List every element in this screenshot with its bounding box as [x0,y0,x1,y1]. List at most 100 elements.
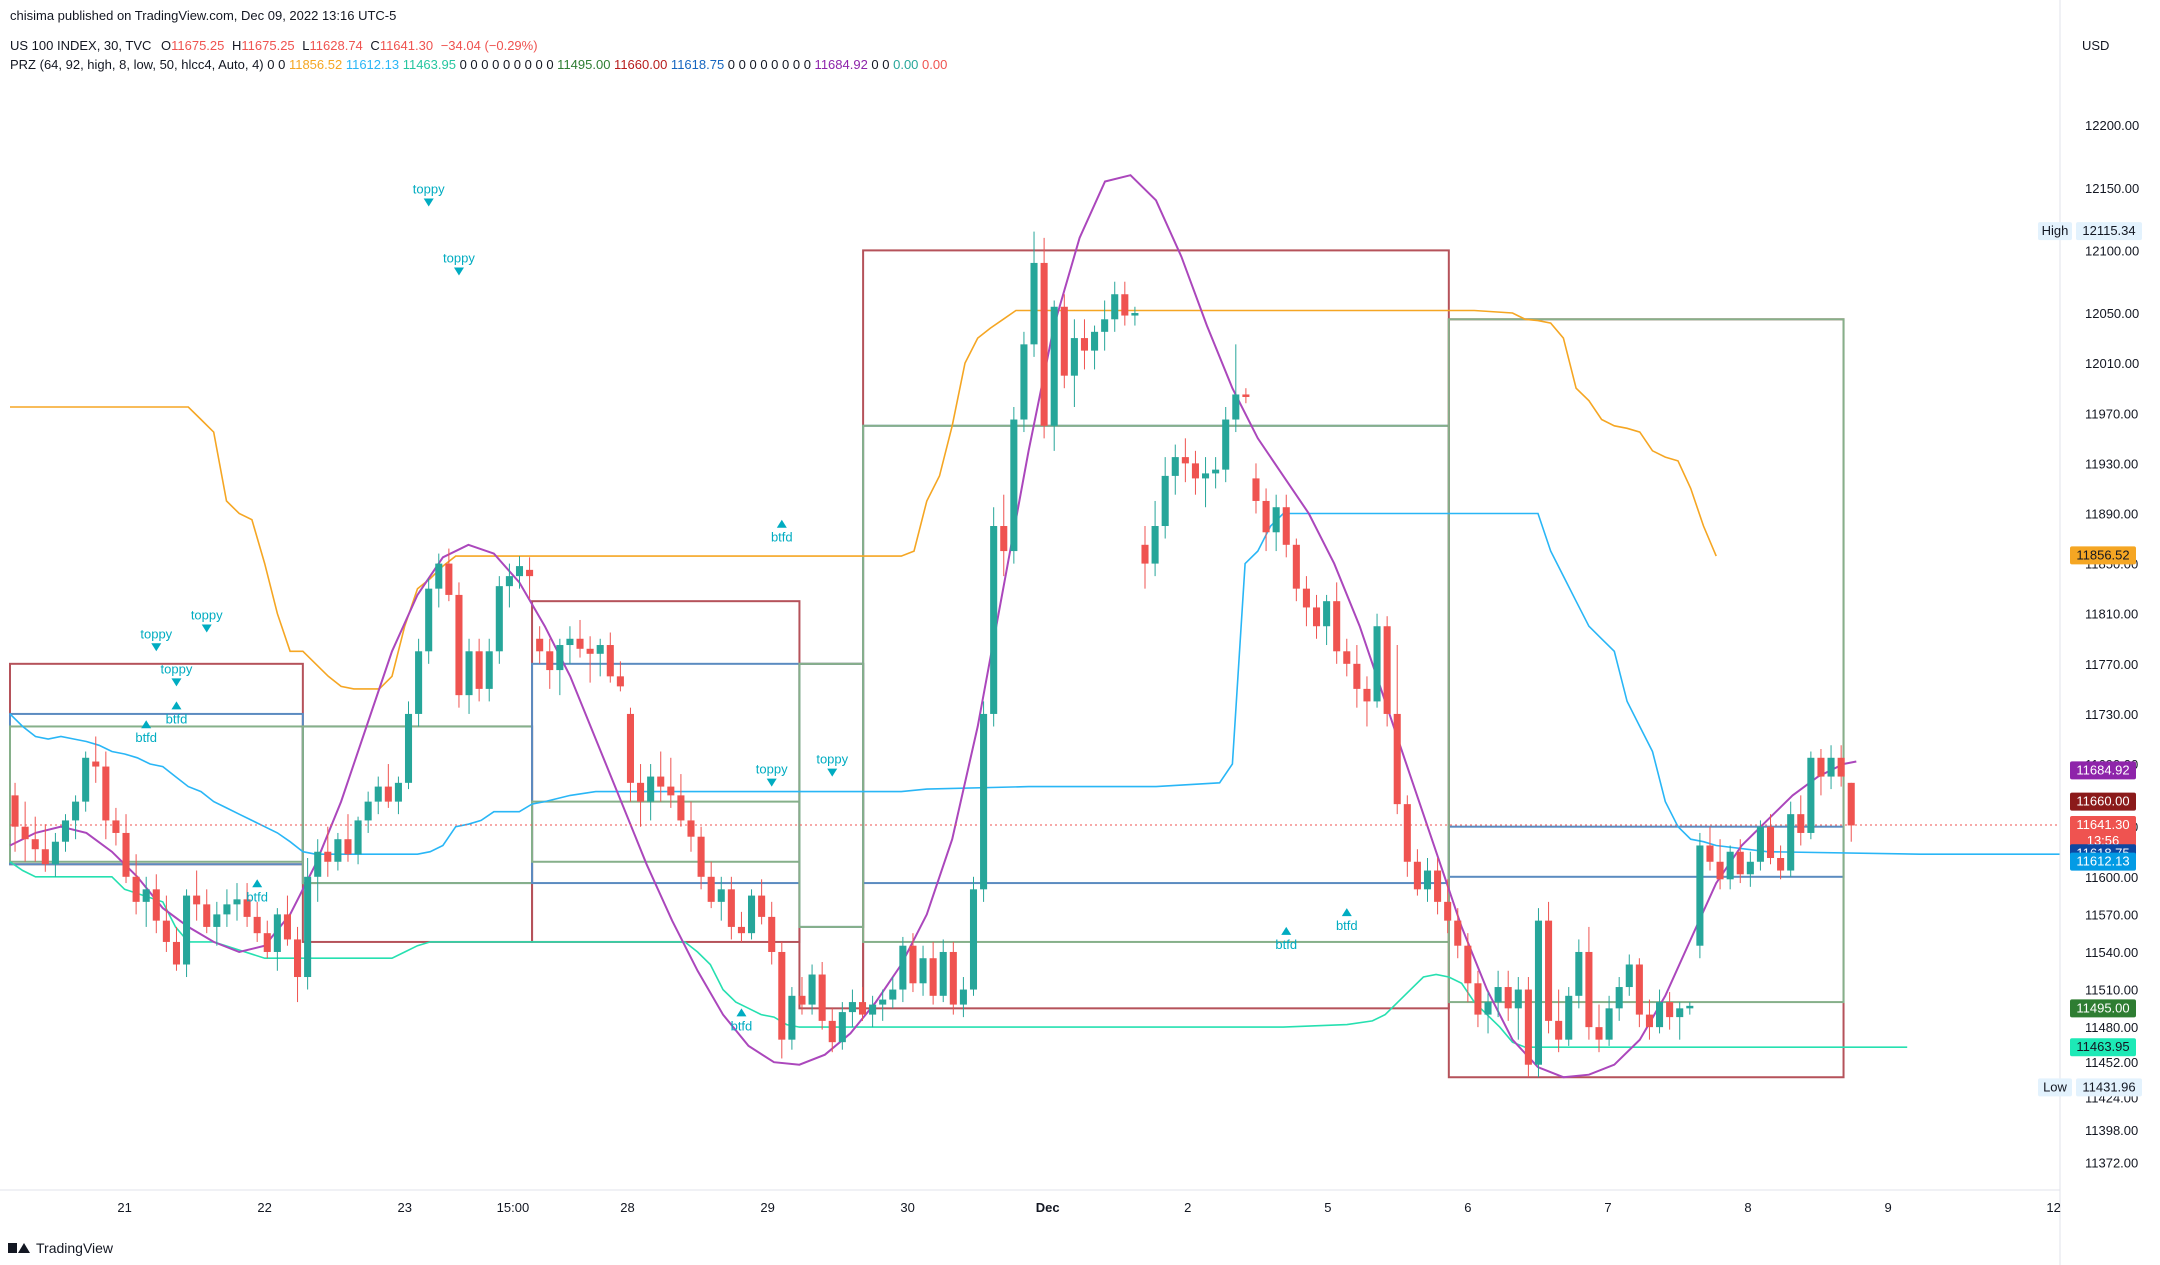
candle-body [1615,987,1623,1009]
candle-body [1413,861,1421,890]
candle-body [1706,845,1714,862]
candle-body [294,939,302,978]
candle-body [263,933,271,952]
price-label: 11684.92 [2076,762,2129,777]
candle-body [1766,826,1775,859]
prz-box [798,662,865,928]
price-label: 11495.00 [2076,1000,2129,1015]
candle-body [546,651,554,671]
prz-value: 11660.00 [610,57,668,72]
candle-body [808,974,816,1005]
low-tag: Low [2043,1079,2067,1094]
currency-label: USD [2082,38,2110,53]
candle-body [1323,601,1331,627]
time-tick-label: 9 [1884,1200,1891,1215]
candle-body [526,569,534,577]
high-tag-bg [2038,222,2072,241]
candle-body [334,839,342,862]
low-label: L [302,38,310,53]
btfd-marker-label: btfd [771,530,793,545]
btfd-marker-label: btfd [1336,918,1358,933]
candle-body [1484,1002,1492,1015]
candle-body [1111,294,1119,320]
candle-body [1353,663,1361,689]
price-tick-label: 12150.00 [2085,181,2139,196]
candle-body [1272,507,1280,533]
prz-value: 0 [499,57,511,72]
candle-body [1373,626,1381,702]
price-tick-label: 11770.00 [2085,657,2138,672]
prz-legend: PRZ (64, 92, high, 8, low, 50, hlcc4, Au… [10,57,947,72]
price-tick-label: 12100.00 [2085,243,2139,258]
prz-value: 11618.75 [667,57,725,72]
btfd-marker-label: btfd [731,1018,753,1033]
candle-body [858,1002,867,1015]
btfd-marker-icon [1281,926,1292,935]
candle-body [344,839,352,855]
price-tick-label: 12010.00 [2085,356,2139,371]
time-tick-label: 22 [257,1200,271,1215]
candle-body [465,651,473,696]
time-tick-label: 21 [117,1200,131,1215]
orange-line [10,309,1717,690]
prz-box [862,424,1450,943]
prz-value: 11856.52 [285,57,343,72]
prz-value: 0 [267,57,275,72]
candle-body [586,648,594,654]
toppy-marker-label: toppy [443,250,475,265]
price-tick-label: 11480.00 [2085,1020,2138,1035]
close-value: 11641.30 [379,38,434,53]
candle-body [1645,1014,1653,1028]
price-label-bg [2070,852,2136,871]
prz-value: 0 [274,57,286,72]
candle-body [707,876,715,902]
time-tick-label: 8 [1744,1200,1751,1215]
prz-box [531,800,801,863]
candle-body [758,895,766,917]
lightblue-line [9,512,2060,856]
candle-body [1312,607,1321,627]
candle-body [637,782,645,802]
candle-body [1403,804,1411,862]
candle-body [1777,858,1785,871]
candle-body [1746,861,1754,875]
prz-value: 0.00 [918,57,948,72]
candle-body [1464,945,1472,984]
candle-body [1202,473,1210,479]
candle-body [1474,983,1482,1015]
candle-body [1151,526,1159,564]
candle-body [354,820,362,855]
price-label-bg [2070,816,2136,851]
price-tick-label: 11540.00 [2085,945,2138,960]
candle-body [657,776,665,787]
footer-brand[interactable]: TradingView [8,1240,113,1256]
candle-body [1686,1005,1694,1009]
candle-body [1807,757,1815,833]
btfd-marker-label: btfd [1275,937,1297,952]
symbol-name[interactable]: US 100 INDEX, 30, TVC [10,38,152,53]
btfd-marker-label: btfd [246,889,268,904]
candle-body [929,958,937,996]
prz-indicator-name[interactable]: PRZ (64, 92, high, 8, low, 50, hlcc4, Au… [10,57,264,72]
price-tick-label: 11890.00 [2085,506,2138,521]
candle-body [102,766,110,821]
candle-body [899,945,907,990]
open-value: 11675.25 [171,38,225,53]
symbol-legend: US 100 INDEX, 30, TVC O11675.25 H11675.2… [10,38,538,53]
candle-body [1131,313,1139,316]
prz-value: 0.00 [889,57,919,72]
candle-body [980,713,988,890]
time-tick-label: 5 [1324,1200,1331,1215]
candle-body [677,795,685,821]
candle-body [1605,1008,1613,1040]
candle-body [798,995,806,1005]
toppy-marker-icon [766,778,777,787]
price-tick-label: 11372.00 [2085,1155,2138,1170]
toppy-marker-icon [453,267,464,276]
price-label: 11641.30 [2076,817,2129,832]
prz-box [798,662,865,928]
prz-value: 0 [767,57,779,72]
candle-body [1494,987,1502,1003]
candle-body [233,899,241,905]
